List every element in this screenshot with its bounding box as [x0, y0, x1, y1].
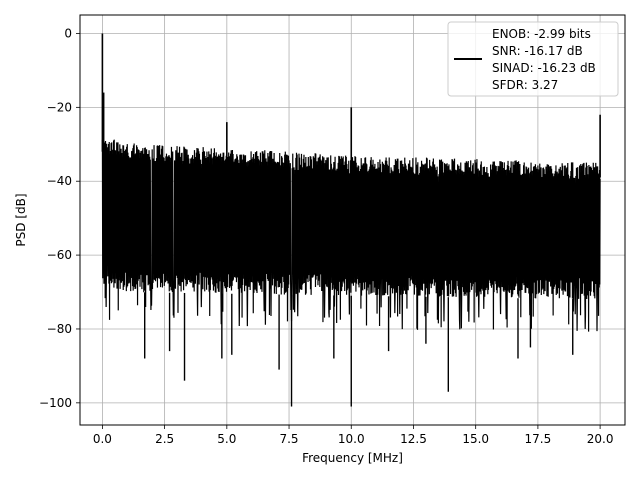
x-tick-label: 7.5 [279, 432, 298, 446]
x-tick-label: 10.0 [338, 432, 365, 446]
y-tick-label: −100 [39, 396, 72, 410]
y-tick-label: −40 [47, 174, 72, 188]
y-axis-label: PSD [dB] [14, 193, 28, 246]
legend: ENOB: -2.99 bits SNR: -16.17 dB SINAD: -… [447, 21, 619, 97]
y-tick-label: −20 [47, 100, 72, 114]
x-tick-label: 5.0 [217, 432, 236, 446]
legend-sinad: SINAD: -16.23 dB [492, 61, 596, 75]
x-tick-label: 20.0 [587, 432, 614, 446]
x-tick-label: 2.5 [155, 432, 174, 446]
legend-snr: SNR: -16.17 dB [492, 44, 583, 58]
x-tick-label: 17.5 [525, 432, 552, 446]
y-tick-label: −60 [47, 248, 72, 262]
legend-box [447, 21, 619, 97]
legend-enob: ENOB: -2.99 bits [492, 27, 591, 41]
axis-ticks: 0.0 2.5 5.0 7.5 10.0 12.5 15.0 17.5 20.0 0 −20 −40 −… [39, 26, 613, 446]
y-tick-label: 0 [64, 26, 72, 40]
x-tick-label: 12.5 [400, 432, 427, 446]
x-tick-label: 0.0 [93, 432, 112, 446]
x-tick-label: 15.0 [462, 432, 489, 446]
plot-frame [79, 14, 626, 426]
psd-series [101, 33, 601, 407]
x-axis-label: Frequency [MHz] [302, 451, 403, 465]
legend-sfdr: SFDR: 3.27 [492, 78, 558, 92]
y-tick-label: −80 [47, 322, 72, 336]
